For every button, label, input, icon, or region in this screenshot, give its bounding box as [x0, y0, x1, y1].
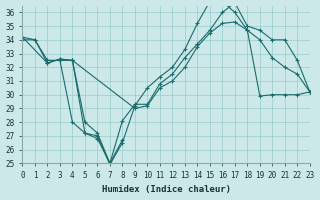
X-axis label: Humidex (Indice chaleur): Humidex (Indice chaleur)	[102, 185, 231, 194]
